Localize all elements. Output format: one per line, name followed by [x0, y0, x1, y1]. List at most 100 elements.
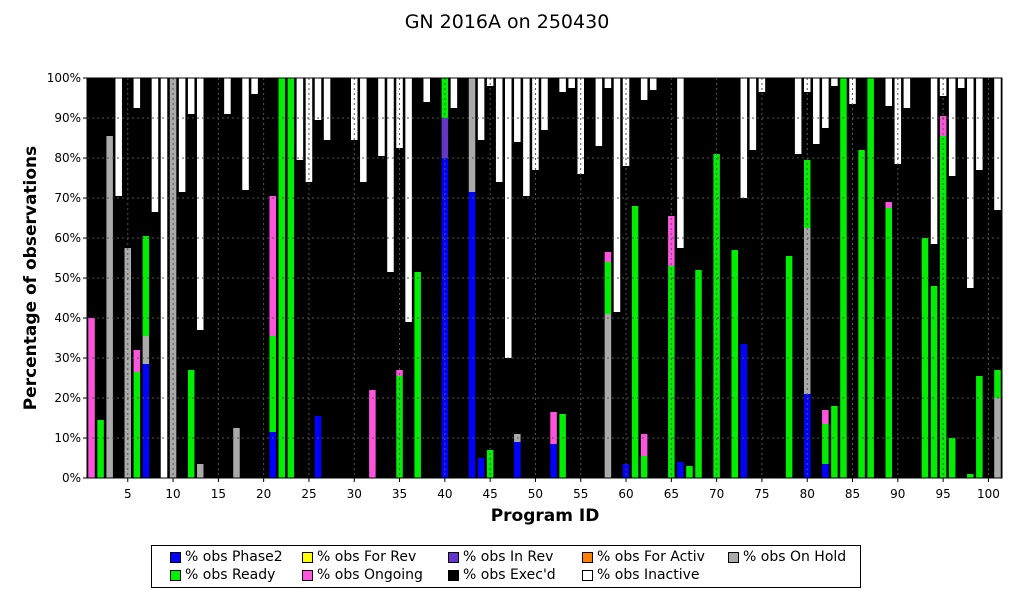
bar-segment	[432, 78, 440, 478]
bar-segment	[468, 78, 476, 192]
bar-segment	[142, 364, 150, 478]
bar-segment	[740, 78, 748, 198]
legend-swatch	[448, 569, 459, 581]
bar-segment	[677, 78, 684, 248]
legend-label: % obs On Hold	[743, 549, 847, 565]
bar-segment	[677, 248, 684, 462]
bar-segment	[495, 182, 503, 478]
bar-segment	[640, 78, 648, 100]
bar-segment	[831, 406, 838, 478]
legend-label: % obs Exec'd	[463, 567, 556, 583]
bar-segment	[396, 376, 403, 478]
bar-segment	[369, 78, 376, 390]
bar-segment	[894, 164, 902, 478]
legend-item: % obs Ready	[170, 567, 275, 583]
bar-segment	[957, 78, 965, 88]
legend-swatch	[302, 551, 313, 563]
bar-segment	[423, 102, 430, 478]
bar-segment	[976, 170, 983, 376]
bar-segment	[604, 78, 612, 88]
bar-segment	[649, 90, 657, 478]
bar-segment	[595, 146, 603, 478]
x-tick-label: 90	[890, 487, 905, 501]
bar-segment	[668, 266, 675, 478]
bar-segment	[296, 160, 304, 478]
bar-segment	[196, 464, 204, 478]
legend-swatch	[170, 569, 181, 581]
bar-segment	[196, 78, 204, 330]
y-tick-label: 10%	[54, 431, 81, 445]
y-tick-label: 0%	[62, 471, 81, 485]
bar-segment	[550, 412, 557, 444]
bar-segment	[360, 182, 367, 478]
bar-segment	[142, 336, 150, 364]
bar-segment	[242, 190, 249, 478]
y-tick-label: 90%	[54, 111, 81, 125]
bar-segment	[387, 272, 394, 478]
bar-segment	[939, 136, 947, 478]
legend-swatch	[448, 551, 459, 563]
bar-segment	[251, 94, 258, 478]
x-tick-label: 65	[664, 487, 679, 501]
bar-segment	[459, 192, 467, 478]
bar-segment	[994, 78, 1001, 210]
x-tick-label: 20	[256, 487, 271, 501]
bar-segment	[903, 78, 911, 108]
chart-title: GN 2016A on 250430	[405, 11, 610, 33]
bar-segment	[269, 78, 276, 196]
bar-segment	[885, 78, 893, 106]
bar-segment	[668, 78, 675, 216]
bar-segment	[314, 78, 322, 120]
bar-segment	[568, 88, 575, 478]
bar-segment	[957, 88, 965, 478]
bar-segment	[196, 330, 204, 464]
bar-segment	[713, 154, 720, 478]
bar-segment	[550, 444, 557, 478]
legend-item: % obs Phase2	[170, 549, 283, 565]
bar-segment	[849, 78, 856, 104]
legend-label: % obs For Rev	[317, 549, 417, 565]
bar-segment	[233, 428, 240, 478]
stacked-bar-chart: GN 2016A on 250430 0% 10% 20% 30% 40% 50% 60% 7…	[21, 11, 1003, 526]
bar-segment	[885, 208, 893, 478]
bar-segment	[341, 78, 349, 478]
legend-item: % obs For Activ	[582, 549, 705, 565]
y-tick-label: 70%	[54, 191, 81, 205]
bar-segment	[495, 78, 503, 182]
legend-item: % obs In Rev	[448, 549, 553, 565]
bar-segment	[206, 78, 213, 478]
bar-segment	[794, 154, 802, 478]
bar-segment	[486, 78, 494, 86]
bar-segment	[115, 196, 122, 478]
bar-segment	[88, 78, 95, 318]
bar-segment	[97, 420, 104, 478]
bar-segment	[939, 96, 947, 116]
y-axis-label: Percentage of observations	[21, 146, 41, 411]
bar-segment	[740, 344, 748, 478]
bar-segment	[948, 438, 956, 478]
bar-segment	[813, 78, 820, 144]
bar-segment	[822, 464, 829, 478]
y-tick-label: 100%	[47, 71, 81, 85]
bar-segment	[613, 312, 621, 478]
bar-segment	[967, 78, 974, 288]
bar-segment	[604, 252, 612, 262]
bar-segment	[903, 108, 911, 478]
x-tick-label: 70	[709, 487, 724, 501]
y-tick-label: 80%	[54, 151, 81, 165]
bar-segment	[930, 244, 938, 286]
bar-segment	[695, 270, 702, 478]
bar-segment	[731, 78, 739, 250]
bar-segment	[287, 78, 295, 478]
bar-segment	[767, 78, 775, 478]
bar-segment	[142, 236, 150, 336]
bar-segment	[640, 100, 648, 434]
x-tick-label: 55	[573, 487, 588, 501]
bar-segment	[505, 78, 512, 358]
bar-segment	[867, 78, 874, 478]
bar-segment	[930, 78, 938, 244]
bar-segment	[541, 78, 548, 130]
x-tick-label: 60	[618, 487, 633, 501]
bar-segment	[858, 78, 865, 150]
bar-segment	[178, 78, 186, 192]
